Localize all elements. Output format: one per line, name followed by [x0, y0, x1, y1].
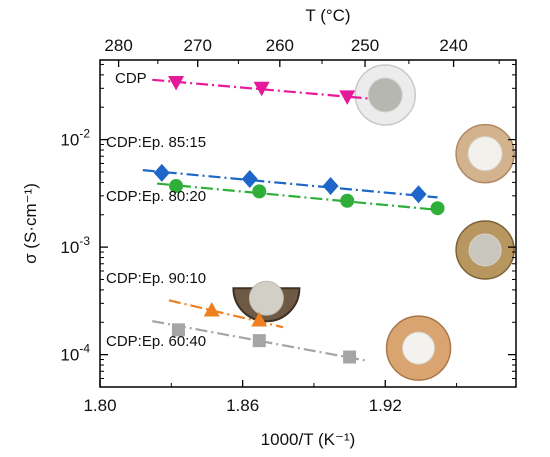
data-point-0-1: [253, 81, 270, 97]
x-axis-title: 1000/T (K⁻¹): [261, 430, 356, 449]
cdp-ep-60-40-pellet-photo: [385, 315, 452, 381]
series-label-1: CDP:Ep. 85:15: [106, 134, 206, 151]
data-points: [153, 75, 445, 364]
top-tick-label-2: 260: [266, 36, 294, 55]
data-point-0-2: [339, 90, 356, 105]
cdp-ep-90-10-pellet-photo-sample: [248, 280, 284, 316]
data-point-1-1: [241, 170, 258, 189]
fit-line-1: [142, 169, 438, 199]
y-tick-label-0: 10-4: [60, 342, 90, 365]
top-tick-label-3: 250: [351, 36, 379, 55]
series-label-3: CDP:Ep. 90:10: [106, 270, 206, 287]
data-point-1-3: [410, 185, 427, 204]
data-point-2-3: [430, 201, 445, 216]
data-point-2-0: [169, 179, 184, 194]
fit-line-2: [156, 182, 443, 212]
axis-ticks: 1.80 1.86 1.92 280 270 260 250 240 10-4 10-3 10-2: [60, 36, 516, 415]
series-label-2: CDP:Ep. 80:20: [106, 188, 206, 205]
cdp-pellet-photo-sample: [367, 77, 403, 113]
cdp-ep-90-10-pellet-photo: [232, 280, 301, 323]
x-tick-label-2: 1.92: [369, 396, 402, 415]
fit-line-0: [152, 78, 372, 100]
y-axis-title: σ (S·cm⁻¹): [21, 183, 40, 264]
x-tick-label-1: 1.86: [226, 396, 259, 415]
series-label-4: CDP:Ep. 60:40: [106, 333, 206, 350]
plot-frame: [99, 59, 517, 388]
cdp-ep-80-20-pellet-photo: [455, 220, 515, 280]
x-tick-label-0: 1.80: [83, 396, 116, 415]
data-point-3-0: [203, 302, 220, 317]
pellet-photos: [232, 64, 515, 381]
cdp-ep-85-15-pellet-photo: [455, 123, 515, 184]
data-point-1-0: [153, 163, 170, 182]
data-point-4-2: [343, 350, 357, 364]
y-tick-label-2: 10-2: [60, 127, 90, 150]
cdp-pellet-photo: [354, 64, 417, 126]
cdp-ep-85-15-pellet-photo-sample: [467, 136, 503, 172]
data-point-1-2: [322, 177, 339, 196]
series-labels: CDP CDP:Ep. 85:15 CDP:Ep. 80:20 CDP:Ep. 90:…: [106, 70, 206, 350]
top-tick-label-4: 240: [439, 36, 467, 55]
data-point-3-1: [251, 311, 268, 327]
series-label-0: CDP: [115, 70, 147, 87]
y-tick-label-1: 10-3: [60, 234, 90, 257]
data-point-2-2: [340, 193, 355, 208]
data-point-0-0: [168, 75, 185, 91]
fit-line-4: [152, 320, 367, 362]
cdp-ep-80-20-pellet-photo-sample: [468, 233, 502, 267]
top-tick-label-1: 270: [184, 36, 212, 55]
cdp-ep-60-40-pellet-photo-sample: [402, 331, 436, 365]
data-point-4-0: [171, 323, 185, 337]
data-point-2-1: [252, 184, 267, 199]
data-point-4-1: [252, 334, 266, 348]
top-axis-title: T (°C): [305, 6, 350, 25]
top-tick-label-0: 280: [104, 36, 132, 55]
